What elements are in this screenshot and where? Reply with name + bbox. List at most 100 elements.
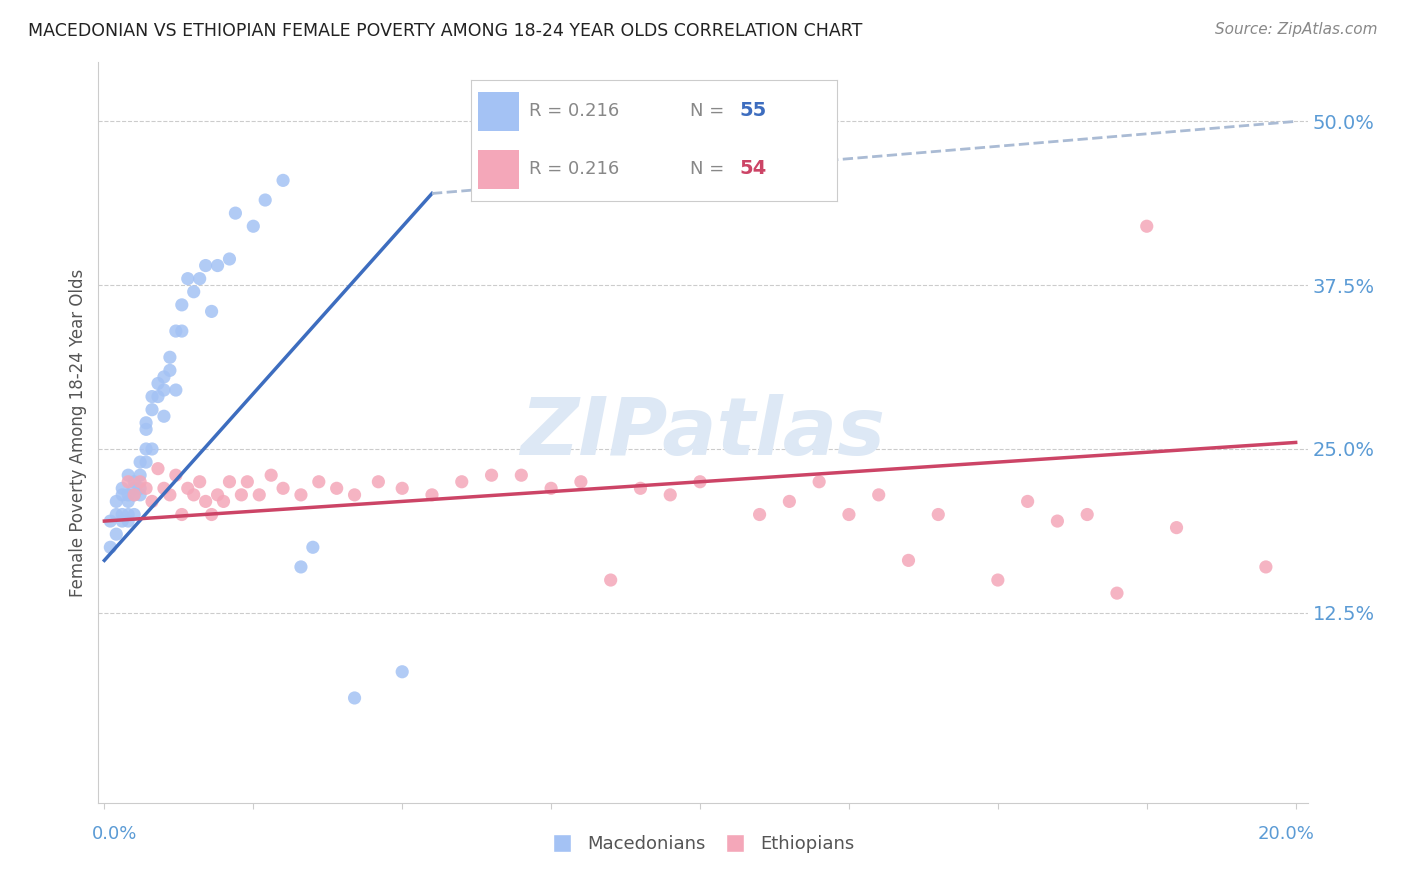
Point (146, 461, 169, 475)
Point (122, 475, 145, 489)
Point (1105, 586, 1128, 600)
Point (188, 475, 211, 489)
Point (105, 494, 128, 508)
Point (117, 468, 139, 483)
Point (689, 475, 711, 489)
Point (165, 383, 187, 397)
Point (260, 468, 283, 483)
Point (105, 527, 128, 541)
Point (117, 488, 139, 502)
Point (170, 324, 193, 338)
Point (129, 481, 152, 495)
Point (170, 508, 193, 522)
Point (1076, 508, 1098, 522)
Point (122, 488, 145, 502)
Point (343, 690, 366, 705)
Point (367, 475, 389, 489)
Point (135, 442, 157, 456)
Point (868, 488, 890, 502)
Point (146, 390, 169, 404)
Point (207, 488, 229, 502)
Point (111, 488, 134, 502)
Point (111, 481, 134, 495)
Point (450, 475, 472, 489)
FancyBboxPatch shape (478, 93, 519, 131)
Point (325, 481, 347, 495)
Point (897, 553, 920, 567)
Point (153, 383, 176, 397)
Point (165, 468, 187, 483)
Point (659, 488, 682, 502)
Point (117, 508, 139, 522)
Point (122, 488, 145, 502)
Text: MACEDONIAN VS ETHIOPIAN FEMALE POVERTY AMONG 18-24 YEAR OLDS CORRELATION CHART: MACEDONIAN VS ETHIOPIAN FEMALE POVERTY A… (28, 22, 862, 40)
Point (224, 206, 246, 220)
Text: 55: 55 (740, 102, 766, 120)
Text: R = 0.216: R = 0.216 (530, 102, 620, 120)
Point (135, 416, 157, 430)
Point (141, 402, 163, 417)
Point (122, 508, 145, 522)
Point (290, 560, 312, 574)
Point (218, 475, 240, 489)
Point (159, 363, 181, 377)
Point (1254, 560, 1277, 574)
Point (540, 481, 562, 495)
Point (135, 422, 157, 436)
Point (141, 390, 163, 404)
Point (481, 468, 503, 483)
Point (159, 488, 181, 502)
Point (105, 508, 128, 522)
Point (510, 468, 533, 483)
Point (153, 481, 176, 495)
Point (420, 488, 443, 502)
Point (290, 488, 312, 502)
Point (599, 573, 621, 587)
Point (135, 455, 157, 469)
Point (271, 481, 294, 495)
Point (808, 475, 831, 489)
Point (122, 481, 145, 495)
Point (231, 488, 253, 502)
Text: N =: N = (690, 160, 730, 178)
Point (1017, 494, 1039, 508)
Text: 54: 54 (740, 160, 766, 178)
Point (117, 494, 139, 508)
Point (98, 514, 121, 528)
Point (111, 514, 134, 528)
Point (117, 475, 139, 489)
Point (129, 488, 152, 502)
Text: 0.0%: 0.0% (91, 825, 136, 843)
Point (170, 298, 193, 312)
Text: Source: ZipAtlas.com: Source: ZipAtlas.com (1215, 22, 1378, 37)
Point (218, 252, 240, 266)
FancyBboxPatch shape (478, 150, 519, 188)
Point (271, 173, 294, 187)
Y-axis label: Female Poverty Among 18-24 Year Olds: Female Poverty Among 18-24 Year Olds (69, 268, 87, 597)
Point (141, 494, 163, 508)
Point (165, 324, 187, 338)
Point (254, 193, 277, 207)
Point (135, 481, 157, 495)
Point (212, 494, 235, 508)
Point (194, 494, 217, 508)
Text: R = 0.216: R = 0.216 (530, 160, 620, 178)
Point (177, 481, 200, 495)
Point (247, 488, 270, 502)
Point (236, 475, 259, 489)
Point (117, 514, 139, 528)
Point (302, 541, 325, 555)
Point (569, 475, 592, 489)
Point (98, 541, 121, 555)
Point (129, 468, 152, 483)
Point (141, 442, 163, 456)
Point (183, 285, 205, 299)
Point (838, 508, 860, 522)
Point (391, 481, 413, 495)
Text: 20.0%: 20.0% (1258, 825, 1315, 843)
Text: ZIPatlas: ZIPatlas (520, 393, 886, 472)
Point (146, 376, 169, 391)
Point (177, 271, 200, 285)
Point (200, 508, 222, 522)
Point (391, 665, 413, 679)
